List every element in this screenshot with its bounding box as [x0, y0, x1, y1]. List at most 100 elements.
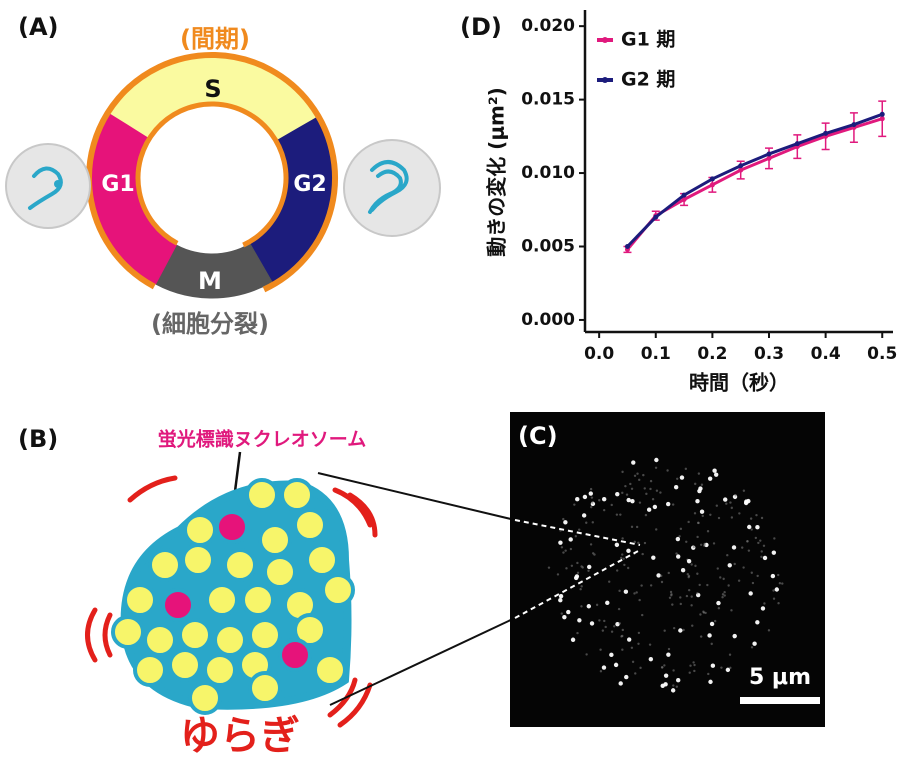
signal-spot	[618, 590, 620, 592]
signal-spot	[663, 664, 665, 666]
signal-spot	[763, 545, 765, 547]
signal-spot	[645, 493, 647, 495]
signal-spot	[748, 591, 752, 595]
legend-swatch	[602, 37, 608, 43]
signal-spot	[700, 544, 702, 546]
signal-spot	[699, 613, 701, 615]
signal-spot	[693, 546, 695, 548]
signal-spot	[619, 622, 621, 624]
signal-spot	[710, 622, 714, 626]
signal-spot	[742, 566, 744, 568]
signal-spot	[698, 584, 700, 586]
signal-spot	[638, 599, 640, 601]
data-point	[738, 168, 743, 173]
signal-spot	[714, 620, 716, 622]
panel-label: (D)	[460, 13, 502, 41]
signal-spot	[672, 669, 674, 671]
data-point	[625, 244, 630, 249]
phase-segment	[92, 114, 176, 284]
signal-spot	[722, 593, 724, 595]
signal-spot	[690, 604, 692, 606]
legend-label: G1 期	[621, 29, 675, 51]
signal-spot	[696, 592, 698, 594]
legend-swatch	[602, 77, 608, 83]
signal-spot	[668, 648, 670, 650]
nucleosome	[250, 673, 280, 703]
signal-spot	[647, 507, 651, 511]
signal-spot	[771, 574, 775, 578]
signal-spot	[751, 646, 753, 648]
signal-spot	[718, 607, 720, 609]
nucleosome	[225, 550, 255, 580]
signal-spot	[748, 549, 750, 551]
phase-label: M	[198, 267, 222, 295]
nucleosome	[185, 515, 215, 545]
signal-spot	[626, 493, 628, 495]
nucleosome	[260, 525, 290, 555]
signal-spot	[697, 522, 699, 524]
signal-spot	[639, 667, 641, 669]
signal-spot	[644, 542, 646, 544]
signal-spot	[671, 603, 673, 605]
centromere	[54, 180, 62, 188]
signal-spot	[755, 620, 759, 624]
nucleosome	[183, 545, 213, 575]
signal-spot	[671, 688, 675, 692]
signal-spot	[685, 541, 687, 543]
nucleosome	[247, 480, 277, 510]
signal-spot	[711, 663, 715, 667]
signal-spot	[641, 553, 643, 555]
nucleosome	[170, 650, 200, 680]
signal-spot	[580, 605, 582, 607]
signal-spot	[752, 582, 754, 584]
signal-spot	[589, 491, 593, 495]
signal-spot	[558, 598, 562, 602]
phase-label: G2	[293, 172, 326, 197]
signal-spot	[569, 537, 573, 541]
signal-spot	[672, 503, 674, 505]
signal-spot	[757, 542, 759, 544]
signal-spot	[640, 584, 642, 586]
signal-spot	[714, 472, 718, 476]
signal-spot	[674, 485, 678, 489]
fluctuation-arc	[105, 615, 110, 655]
phase-label: S	[204, 75, 221, 103]
signal-spot	[587, 565, 591, 569]
nucleosome	[145, 625, 175, 655]
signal-spot	[637, 542, 639, 544]
signal-spot	[614, 663, 618, 667]
signal-spot	[680, 528, 682, 530]
signal-spot	[752, 642, 756, 646]
data-point	[738, 163, 743, 168]
signal-spot	[562, 615, 566, 619]
signal-spot	[631, 647, 633, 649]
signal-spot	[755, 514, 757, 516]
signal-spot	[689, 671, 691, 673]
signal-spot	[566, 610, 570, 614]
x-tick-label: 0.0	[584, 344, 614, 364]
signal-spot	[585, 522, 587, 524]
signal-spot	[661, 666, 663, 668]
nucleosome	[315, 655, 345, 685]
cell-g1	[6, 144, 90, 228]
signal-spot	[663, 630, 665, 632]
data-point	[710, 176, 715, 181]
signal-spot	[676, 537, 680, 541]
x-tick-label: 0.4	[811, 344, 841, 364]
signal-spot	[639, 501, 641, 503]
signal-spot	[732, 545, 736, 549]
signal-spot	[676, 554, 680, 558]
signal-spot	[728, 563, 732, 567]
signal-spot	[634, 672, 636, 674]
signal-spot	[712, 469, 716, 473]
signal-spot	[565, 567, 567, 569]
signal-spot	[668, 572, 670, 574]
nucleosome	[250, 620, 280, 650]
signal-spot	[650, 480, 652, 482]
signal-spot	[587, 604, 591, 608]
nucleosome-cluster	[88, 478, 376, 725]
nucleosome	[125, 585, 155, 615]
signal-spot	[661, 684, 665, 688]
nucleosome	[243, 585, 273, 615]
data-point	[880, 112, 885, 117]
